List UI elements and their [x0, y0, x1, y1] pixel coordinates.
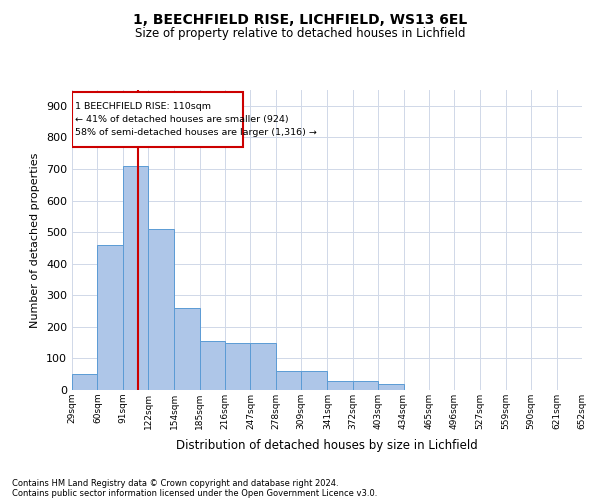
Text: Distribution of detached houses by size in Lichfield: Distribution of detached houses by size … — [176, 440, 478, 452]
Bar — [328, 381, 353, 390]
Text: 1, BEECHFIELD RISE, LICHFIELD, WS13 6EL: 1, BEECHFIELD RISE, LICHFIELD, WS13 6EL — [133, 12, 467, 26]
Bar — [148, 229, 175, 390]
Text: Contains HM Land Registry data © Crown copyright and database right 2024.: Contains HM Land Registry data © Crown c… — [12, 478, 338, 488]
Bar — [301, 371, 328, 390]
Bar — [378, 384, 404, 390]
Bar — [225, 342, 250, 390]
FancyBboxPatch shape — [72, 92, 243, 147]
Bar — [72, 374, 97, 390]
Bar — [200, 341, 225, 390]
Y-axis label: Number of detached properties: Number of detached properties — [31, 152, 40, 328]
Bar — [250, 342, 276, 390]
Bar — [123, 166, 148, 390]
Bar — [97, 244, 123, 390]
Bar — [276, 371, 301, 390]
Text: Size of property relative to detached houses in Lichfield: Size of property relative to detached ho… — [135, 28, 465, 40]
Bar — [175, 308, 200, 390]
Bar — [353, 381, 378, 390]
Text: Contains public sector information licensed under the Open Government Licence v3: Contains public sector information licen… — [12, 488, 377, 498]
Text: 1 BEECHFIELD RISE: 110sqm
← 41% of detached houses are smaller (924)
58% of semi: 1 BEECHFIELD RISE: 110sqm ← 41% of detac… — [75, 102, 317, 137]
